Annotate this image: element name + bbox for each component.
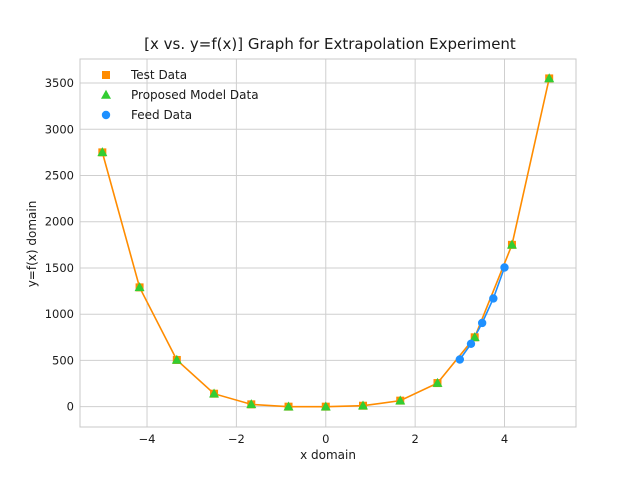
proposed-model-data-point [209, 388, 220, 398]
feed-data-point [477, 318, 487, 328]
chart-title: [x vs. y=f(x)] Graph for Extrapolation E… [144, 35, 516, 53]
legend: Test Data Proposed Model Data Feed Data [101, 68, 259, 122]
legend-label: Proposed Model Data [131, 88, 259, 102]
proposed-model-data-point [320, 401, 331, 411]
proposed-model-data-point [97, 147, 108, 157]
feed-data-point [466, 339, 476, 348]
proposed-model-data-point [283, 401, 294, 411]
legend-item-test-data: Test Data [102, 68, 187, 82]
proposed-model-data-point [432, 377, 443, 387]
tick-labels: −4 −2 0 2 4 0 500 1000 1500 2000 2500 3000 3500 [45, 76, 508, 446]
proposed-model-data-point [544, 73, 555, 83]
legend-marker-triangle [101, 89, 111, 99]
legend-label: Feed Data [131, 108, 192, 122]
x-tick-label: 2 [411, 432, 418, 446]
y-tick-label: 3500 [45, 76, 74, 90]
feed-data-series [455, 263, 509, 364]
proposed-model-data-point [395, 395, 406, 405]
proposed-model-data-point [134, 282, 145, 292]
legend-item-proposed-model-data: Proposed Model Data [101, 88, 259, 102]
y-tick-label: 2500 [45, 169, 74, 183]
y-axis-label: y=f(x) domain [25, 201, 39, 288]
x-tick-label: 4 [501, 432, 508, 446]
y-tick-label: 1000 [45, 307, 74, 321]
proposed-model-data-point [246, 399, 257, 409]
feed-data-point [455, 355, 465, 364]
legend-marker-square [102, 71, 110, 79]
y-tick-label: 0 [67, 400, 74, 414]
y-tick-label: 3000 [45, 122, 74, 136]
y-tick-label: 500 [52, 353, 74, 367]
plot-frame [79, 58, 577, 428]
legend-item-feed-data: Feed Data [101, 108, 192, 122]
x-tick-label: 0 [322, 432, 329, 446]
y-tick-label: 2000 [45, 215, 74, 229]
proposed-model-data-point [358, 400, 369, 410]
series-layer [97, 73, 555, 411]
x-tick-label: −2 [228, 432, 245, 446]
proposed-model-data-series [97, 73, 555, 411]
proposed-model-data-point [171, 354, 182, 364]
y-tick-label: 1500 [45, 261, 74, 275]
proposed-model-data-point [506, 239, 517, 249]
x-tick-label: −4 [139, 432, 156, 446]
feed-data-point [489, 294, 498, 303]
legend-label: Test Data [130, 68, 187, 82]
proposed-model-data-point [469, 332, 480, 342]
x-axis-label: x domain [300, 448, 356, 462]
legend-marker-circle [101, 110, 111, 120]
feed-data-point [500, 263, 509, 272]
